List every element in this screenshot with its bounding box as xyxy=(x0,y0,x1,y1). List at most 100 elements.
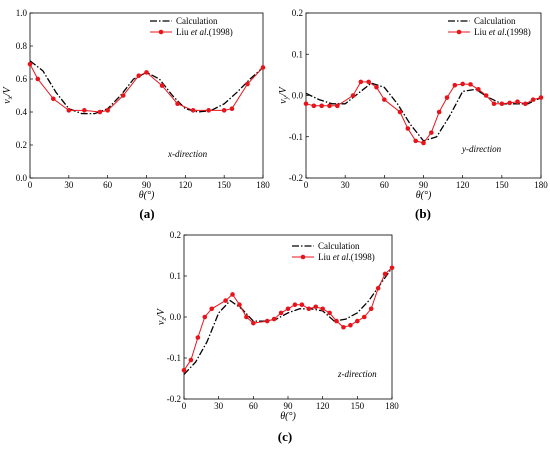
y-tick-label: 0.8 xyxy=(16,41,28,51)
data-point xyxy=(429,130,434,135)
data-point xyxy=(190,108,196,113)
data-point xyxy=(366,79,371,85)
legend-text: Calculation xyxy=(176,16,218,26)
legend-text-pre: Liu xyxy=(318,252,333,262)
direction-annotation: x-direction xyxy=(167,149,208,159)
legend-text-pre: Liu xyxy=(176,27,191,37)
data-point xyxy=(245,81,250,87)
data-point xyxy=(374,84,379,90)
data-point xyxy=(159,83,165,88)
data-point xyxy=(348,322,353,328)
data-point xyxy=(368,306,374,312)
data-point xyxy=(405,126,411,131)
x-tick-label: 60 xyxy=(249,401,259,411)
data-point xyxy=(223,298,228,303)
data-point xyxy=(375,286,381,291)
data-point xyxy=(237,302,242,308)
data-point xyxy=(382,271,388,277)
y-tick-label: 0.0 xyxy=(292,91,304,101)
y-axis-label-main: v xyxy=(156,320,167,325)
data-point xyxy=(244,314,249,320)
y-tick-label: -0.2 xyxy=(167,394,181,404)
direction-annotation: y-direction xyxy=(461,144,502,154)
data-point xyxy=(175,101,180,107)
y-axis-label: vz/V xyxy=(156,307,168,325)
legend-label: Liu et al.(1998) xyxy=(176,27,233,37)
x-tick-label: 30 xyxy=(214,401,224,411)
data-point xyxy=(260,65,266,70)
x-tick-label: 90 xyxy=(284,401,294,411)
data-point xyxy=(271,316,277,322)
data-point xyxy=(105,108,110,113)
data-point xyxy=(468,82,473,87)
data-point xyxy=(181,368,187,373)
x-tick-label: 150 xyxy=(217,180,231,190)
legend-label: Calculation xyxy=(474,16,516,26)
data-point xyxy=(361,314,367,320)
legend-label: Calculation xyxy=(318,241,360,251)
data-point xyxy=(306,306,312,312)
data-point xyxy=(120,93,126,98)
data-point xyxy=(319,103,324,109)
y-tick-label: 0.1 xyxy=(170,271,181,281)
x-tick-label: 60 xyxy=(103,180,113,190)
data-point xyxy=(530,97,536,102)
chart-panel-a: 0 30 60 90 120 150 1800.00.20.40.60.81.0θ(°)vx… xyxy=(2,8,270,221)
y-axis-label-tail: /V xyxy=(156,307,167,319)
x-tick-label: 90 xyxy=(142,180,152,190)
legend-text: Calculation xyxy=(318,241,360,251)
data-point xyxy=(444,95,450,100)
x-tick-label: 30 xyxy=(341,180,351,190)
data-point xyxy=(299,302,305,308)
data-point xyxy=(320,306,325,312)
plot-frame xyxy=(29,12,264,179)
y-tick-label: -0.1 xyxy=(289,132,303,142)
legend-marker xyxy=(456,29,462,35)
panel-label: (c) xyxy=(278,429,292,444)
y-axis-label-main: v xyxy=(2,99,13,104)
y-tick-label: 0.1 xyxy=(292,49,303,59)
y-axis-label: vy/V xyxy=(278,85,290,103)
data-point xyxy=(230,292,235,297)
legend-label: Liu et al.(1998) xyxy=(318,252,375,262)
y-axis-label-main: v xyxy=(278,99,289,104)
data-point xyxy=(413,138,418,144)
x-tick-label: 0 xyxy=(182,401,187,411)
x-tick-label: 180 xyxy=(385,401,399,411)
data-point xyxy=(97,109,103,115)
y-axis-label-sub: z xyxy=(160,318,168,322)
data-point xyxy=(285,306,291,312)
legend-text-italic: et al xyxy=(489,27,505,37)
data-point xyxy=(335,103,340,109)
data-point xyxy=(206,108,211,113)
legend-text-italic: et al xyxy=(191,27,207,37)
data-point xyxy=(515,99,520,104)
data-point xyxy=(436,109,442,115)
data-point xyxy=(202,314,208,320)
data-point xyxy=(209,306,215,312)
data-point xyxy=(538,95,544,100)
data-point xyxy=(35,76,41,82)
y-tick-label: 0.0 xyxy=(16,173,28,183)
x-tick-label: 180 xyxy=(256,180,270,190)
legend-label: Calculation xyxy=(176,16,218,26)
series-line-liu xyxy=(183,267,393,371)
chart-panel-b: 0 30 60 90 120 150 180 -0.2 -0.1 0.0 0.1 0.2 θ(°) vy/… xyxy=(278,8,548,221)
data-point xyxy=(491,101,497,107)
data-point xyxy=(460,81,465,87)
legend-marker xyxy=(158,29,164,35)
x-axis-label: θ(°) xyxy=(139,190,155,201)
panel-label: (a) xyxy=(139,206,154,221)
x-tick-label: 150 xyxy=(351,401,365,411)
y-tick-label: 0.2 xyxy=(16,140,27,150)
x-tick-label: 60 xyxy=(380,180,390,190)
legend-text-pre: Liu xyxy=(474,27,489,37)
data-point xyxy=(264,318,270,324)
data-point xyxy=(311,103,317,109)
data-point xyxy=(292,302,298,308)
x-tick-label: 120 xyxy=(179,180,193,190)
direction-annotation: z-direction xyxy=(337,369,377,379)
legend-label: Liu et al.(1998) xyxy=(474,27,531,37)
x-axis-label: θ(°) xyxy=(416,190,432,201)
